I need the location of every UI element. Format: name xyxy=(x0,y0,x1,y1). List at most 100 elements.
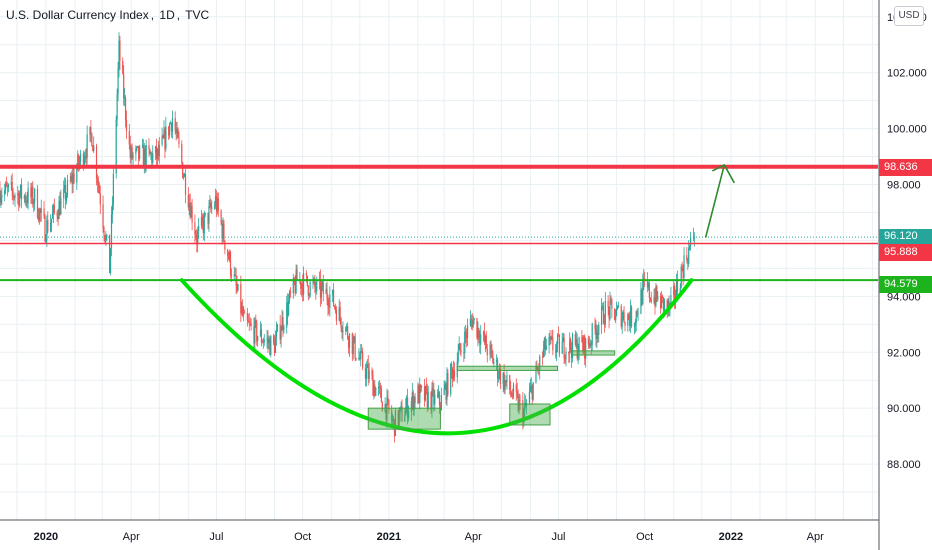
candle-body xyxy=(433,389,435,405)
candle-body xyxy=(360,350,362,360)
candle-body xyxy=(47,220,49,232)
candle-body xyxy=(630,306,633,327)
candle-body xyxy=(97,183,99,186)
candle-body xyxy=(78,155,80,166)
y-tick-label: 100.000 xyxy=(887,124,927,136)
candle-body xyxy=(243,312,246,314)
candle-body xyxy=(176,128,178,134)
candle-body xyxy=(636,311,638,315)
candle-body xyxy=(687,260,689,264)
candle-body xyxy=(142,145,144,167)
candle-body xyxy=(302,283,304,295)
candle-body xyxy=(656,286,658,300)
candle-body xyxy=(187,194,189,208)
candle-body xyxy=(321,282,323,287)
candle-body xyxy=(601,305,604,307)
candle-body xyxy=(50,218,53,224)
candle-body xyxy=(491,348,493,354)
candle-body xyxy=(307,285,309,296)
y-tick-label: 92.000 xyxy=(887,347,921,359)
candle-body xyxy=(273,342,276,354)
candle-body xyxy=(7,184,10,188)
candle-body xyxy=(453,370,456,378)
candle-body xyxy=(200,216,203,226)
candle-body xyxy=(483,332,486,343)
candle-body xyxy=(419,384,421,404)
candle-body xyxy=(517,394,519,411)
candle-body xyxy=(95,145,98,179)
candle-body xyxy=(189,203,191,218)
candle-body xyxy=(249,322,251,325)
candle-body xyxy=(581,337,583,343)
candle-body xyxy=(555,350,557,353)
candle-body xyxy=(466,325,469,339)
candle-body xyxy=(263,339,265,343)
candle-body xyxy=(301,283,303,289)
candle-body xyxy=(413,396,415,411)
cup-curve xyxy=(179,278,694,436)
candle-body xyxy=(99,193,101,205)
candle-body xyxy=(451,363,453,370)
level-badge-95888: 95.888 xyxy=(879,243,932,261)
candle-body xyxy=(445,384,447,400)
candle-body xyxy=(333,305,336,307)
candle-body xyxy=(484,335,486,343)
candle-body xyxy=(247,320,249,323)
candle-body xyxy=(59,200,61,215)
candle-body xyxy=(204,213,206,216)
candle-body xyxy=(241,306,243,314)
candle-body xyxy=(253,326,255,344)
chart-title: U.S. Dollar Currency Index, 1D, TVC xyxy=(6,8,210,22)
candle-body xyxy=(432,388,434,390)
candle-body xyxy=(183,174,186,177)
candle-body xyxy=(569,339,571,354)
candle-body xyxy=(519,399,521,401)
candle-body xyxy=(73,173,75,183)
candle-body xyxy=(364,367,367,379)
candle-body xyxy=(64,184,66,189)
candle-body xyxy=(499,368,501,385)
candle-body xyxy=(184,174,187,195)
candle-body xyxy=(496,359,499,379)
candle-body xyxy=(679,288,681,293)
candle-body xyxy=(493,361,495,364)
candle-body xyxy=(633,326,635,327)
candle-body xyxy=(208,206,210,224)
candle-body xyxy=(549,336,551,340)
candle-body xyxy=(10,182,12,185)
currency-button[interactable]: USD xyxy=(894,6,924,26)
candle-body xyxy=(11,182,13,192)
candle-body xyxy=(674,286,676,300)
candle-body xyxy=(583,336,585,351)
candle-body xyxy=(346,326,348,328)
candle-body xyxy=(373,384,375,396)
candle-body xyxy=(51,213,54,219)
candle-body xyxy=(504,380,506,390)
candle-body xyxy=(587,338,590,345)
zone-box xyxy=(367,407,441,430)
candle-body xyxy=(248,322,250,324)
candle-body xyxy=(617,306,620,307)
candle-body xyxy=(555,344,558,353)
candle-body xyxy=(655,286,657,306)
candle-body xyxy=(139,146,141,160)
zone-box xyxy=(509,403,551,426)
candle-body xyxy=(117,67,119,95)
candle-body xyxy=(608,307,610,319)
candle-body xyxy=(683,255,685,278)
candle-body xyxy=(135,148,137,155)
candle-body xyxy=(111,204,114,215)
candle-body xyxy=(109,248,112,274)
candle-body xyxy=(198,225,200,232)
candle-body xyxy=(584,336,586,359)
candle-body xyxy=(65,194,68,201)
candle-body xyxy=(398,413,400,426)
candle-body xyxy=(400,405,402,408)
candle-body xyxy=(511,393,513,397)
candle-body xyxy=(689,246,691,248)
candle-body xyxy=(191,206,193,223)
candle-body xyxy=(234,274,236,276)
candle-body xyxy=(163,129,165,138)
